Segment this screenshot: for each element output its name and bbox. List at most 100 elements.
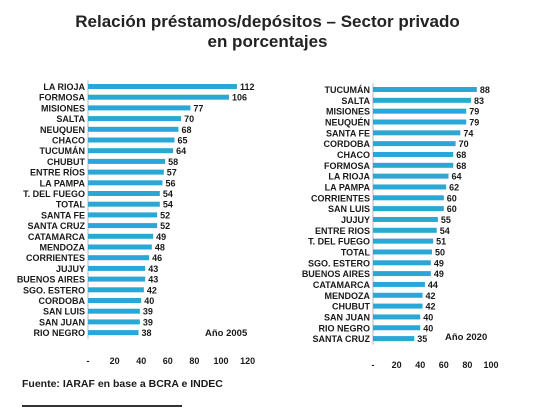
bar — [88, 223, 158, 229]
x-tick-label: 100 — [483, 360, 498, 370]
category-label: SAN LUIS — [43, 307, 85, 317]
bar — [373, 162, 454, 168]
category-label: MENDOZA — [40, 243, 86, 253]
data-label: 60 — [447, 204, 457, 214]
data-label: 40 — [144, 296, 154, 306]
category-label: MENDOZA — [325, 291, 371, 301]
category-label: CATAMARCA — [28, 232, 86, 242]
data-label: 79 — [469, 117, 479, 127]
data-label: 50 — [435, 247, 445, 257]
bar — [373, 314, 421, 320]
category-label: SAN LUIS — [328, 204, 370, 214]
category-label: FORMOSA — [39, 93, 85, 103]
bar — [88, 94, 229, 100]
bar — [373, 151, 454, 157]
bar — [88, 265, 146, 271]
data-label: 40 — [423, 312, 433, 322]
category-label: BUENOS AIRES — [302, 269, 370, 279]
category-label: SALTA — [341, 96, 370, 106]
data-label: 43 — [148, 264, 158, 274]
category-label: CHACO — [337, 150, 370, 160]
data-label: 106 — [232, 93, 247, 103]
data-label: 112 — [240, 82, 255, 92]
data-label: 38 — [142, 328, 152, 338]
data-label: 49 — [434, 269, 444, 279]
bar — [88, 287, 144, 293]
bar — [88, 105, 191, 111]
data-label: 52 — [160, 221, 170, 231]
bar — [88, 201, 160, 207]
category-label: LA RIOJA — [328, 172, 370, 182]
category-label: FORMOSA — [324, 161, 370, 171]
category-label: CORRIENTES — [26, 253, 85, 263]
data-label: 70 — [459, 139, 469, 149]
data-label: 39 — [143, 317, 153, 327]
chart-panel-2: TUCUMÁN 88 SALTA 83 MISIONES 79 NEUQUÉN 79 SANTA… — [302, 83, 499, 370]
bar — [373, 260, 431, 266]
data-label: 42 — [426, 302, 436, 312]
category-label: SGO. ESTERO — [23, 285, 85, 295]
bar — [373, 206, 444, 212]
data-label: 68 — [456, 161, 466, 171]
category-label: SALTA — [56, 114, 85, 124]
category-label: CHUBUT — [47, 157, 85, 167]
x-tick-label: 80 — [189, 356, 199, 366]
bar — [373, 173, 449, 179]
x-tick-label: - — [372, 360, 375, 370]
bar — [88, 298, 142, 303]
category-label: CHACO — [52, 136, 85, 146]
x-tick-label: - — [87, 356, 90, 366]
bar — [88, 148, 174, 154]
category-label: LA PAMPA — [40, 178, 86, 188]
category-label: ENTRE RIOS — [315, 226, 370, 236]
bar — [88, 84, 237, 89]
data-label: 42 — [426, 291, 436, 301]
category-label: SANTA FE — [326, 128, 370, 138]
bar — [373, 184, 447, 190]
category-label: RIO NEGRO — [33, 328, 85, 338]
data-label: 62 — [449, 182, 459, 192]
bar — [373, 216, 438, 222]
bar — [88, 255, 150, 261]
bar — [373, 130, 461, 136]
bar — [373, 249, 432, 255]
data-label: 54 — [163, 189, 173, 199]
chart-title: Relación préstamos/depósitos – Sector pr… — [0, 12, 535, 52]
category-label: NEUQUÉN — [325, 117, 370, 127]
data-label: 43 — [148, 275, 158, 285]
data-label: 70 — [184, 114, 194, 124]
x-tick-label: 100 — [213, 356, 228, 366]
bar — [373, 336, 415, 342]
year-annotation: Año 2005 — [205, 328, 248, 339]
category-label: T. DEL FUEGO — [308, 237, 370, 247]
category-label: SAN JUAN — [39, 317, 85, 327]
bar — [373, 325, 421, 331]
bar — [88, 212, 158, 218]
category-label: NEUQUEN — [40, 125, 85, 135]
data-label: 74 — [463, 128, 473, 138]
bar — [373, 108, 467, 114]
data-label: 60 — [447, 193, 457, 203]
bar — [88, 319, 140, 325]
category-label: TOTAL — [56, 200, 86, 210]
category-label: ENTRE RÍOS — [30, 168, 85, 178]
data-label: 57 — [167, 168, 177, 178]
category-label: BUENOS AIRES — [17, 275, 85, 285]
bar — [373, 119, 467, 125]
bar — [88, 244, 152, 250]
bar — [88, 116, 182, 122]
title-line-2: en porcentajes — [207, 32, 328, 51]
category-label: SGO. ESTERO — [308, 258, 370, 268]
x-tick-label: 20 — [110, 356, 120, 366]
bar — [88, 191, 160, 196]
category-label: SANTA FE — [41, 210, 85, 220]
data-label: 55 — [441, 215, 451, 225]
data-label: 42 — [147, 285, 157, 295]
data-label: 46 — [152, 253, 162, 263]
bar — [373, 227, 437, 233]
category-label: SANTA CRUZ — [28, 221, 86, 231]
x-tick-label: 60 — [163, 356, 173, 366]
year-annotation: Año 2020 — [445, 332, 487, 343]
data-label: 49 — [156, 232, 166, 242]
